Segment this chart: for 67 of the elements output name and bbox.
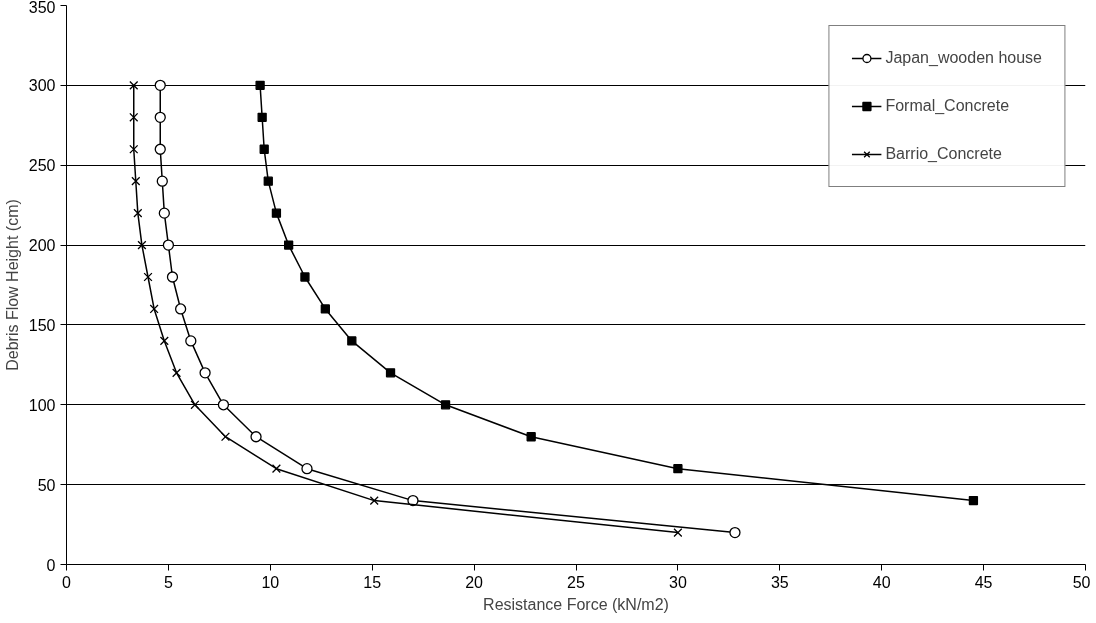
point	[257, 112, 267, 122]
point	[154, 111, 166, 123]
point	[143, 272, 153, 282]
point	[255, 80, 265, 91]
point	[185, 335, 197, 347]
point	[283, 240, 294, 250]
legend-label: Barrio_Concrete	[885, 145, 1002, 163]
y-tick-label: 100	[28, 396, 56, 414]
y-tick-label: 0	[46, 556, 56, 574]
point	[199, 367, 211, 379]
point	[440, 400, 451, 410]
point	[385, 368, 396, 378]
point	[300, 272, 310, 282]
y-axis-title: Debris Flow Height (cm)	[3, 199, 21, 371]
point	[271, 208, 282, 218]
point	[159, 336, 169, 346]
point	[263, 176, 273, 186]
y-tick-label: 200	[28, 237, 56, 255]
point	[133, 208, 143, 218]
y-tick-label: 250	[28, 157, 56, 175]
point	[158, 207, 170, 219]
x-tick-label: 10	[261, 573, 280, 591]
point	[968, 495, 979, 506]
point	[149, 304, 159, 314]
point	[320, 304, 330, 314]
y-tick-label: 50	[37, 476, 56, 494]
x-tick-label: 35	[770, 573, 789, 591]
point	[137, 240, 147, 250]
legend-label: Japan_wooden house	[885, 49, 1042, 67]
point	[174, 303, 187, 315]
x-tick-label: 0	[62, 573, 72, 591]
point	[526, 432, 536, 442]
y-tick-label: 150	[28, 316, 56, 334]
point	[250, 431, 262, 443]
point	[129, 112, 139, 122]
point	[369, 496, 379, 506]
x-axis-title: Resistance Force (kN/m2)	[483, 595, 669, 613]
y-tick-label: 300	[28, 77, 56, 95]
point	[129, 144, 139, 154]
point	[156, 175, 168, 187]
x-tick-label: 15	[363, 573, 382, 591]
point	[673, 528, 683, 538]
point	[220, 432, 230, 442]
point	[271, 464, 281, 474]
x-tick-label: 20	[465, 573, 484, 591]
point	[154, 79, 166, 91]
x-tick-label: 30	[669, 573, 687, 591]
x-tick-label: 40	[872, 573, 891, 591]
point	[190, 400, 200, 410]
x-tick-label: 45	[974, 573, 993, 591]
point	[166, 271, 179, 283]
point	[129, 80, 139, 90]
x-tick-label: 25	[567, 573, 585, 591]
point	[673, 464, 683, 474]
point	[172, 368, 182, 378]
point	[162, 239, 175, 251]
point	[154, 143, 166, 155]
x-tick-label: 50	[1072, 573, 1091, 591]
legend-label: Formal_Concrete	[885, 97, 1010, 115]
y-tick-label: 350	[28, 0, 56, 16]
point	[729, 526, 741, 539]
point	[301, 463, 313, 475]
point	[131, 176, 141, 186]
x-tick-label: 5	[163, 573, 173, 591]
point	[217, 399, 230, 411]
point	[259, 144, 269, 154]
point	[347, 336, 357, 346]
